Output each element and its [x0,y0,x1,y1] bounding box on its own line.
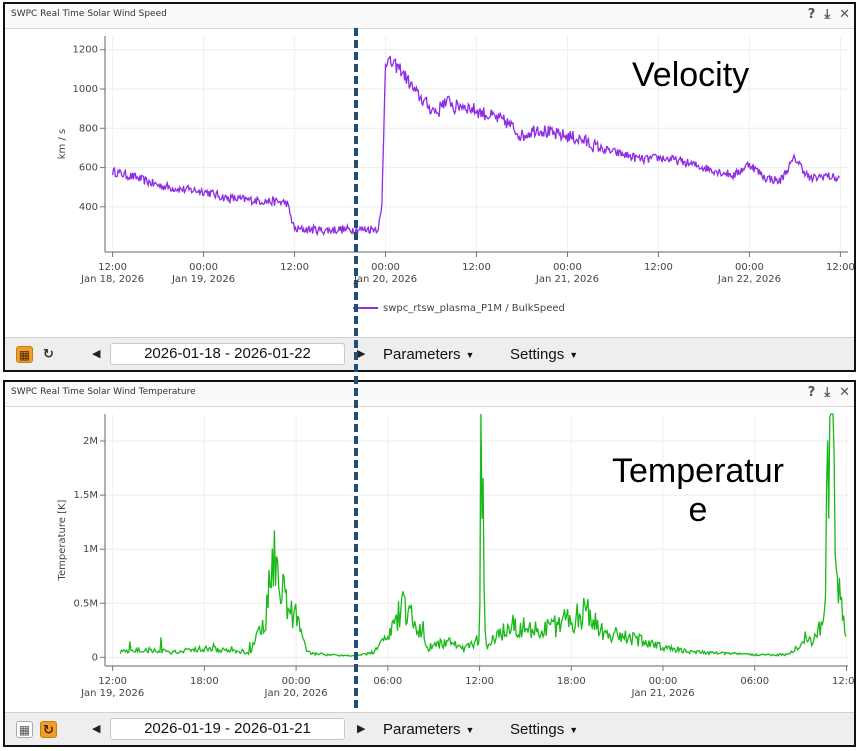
next-range-button[interactable]: ▶ [357,722,366,735]
y-tick-label: 1.5M [73,490,98,501]
x-tick-label: 12:00 [98,676,127,687]
date-range-field[interactable]: 2026-01-19 - 2026-01-21 [110,718,345,740]
refresh-icon[interactable]: ↻ [40,721,57,738]
download-icon[interactable]: ⤓ [824,385,831,400]
y-tick-label: 1200 [73,45,98,56]
speed-panel-title: SWPC Real Time Solar Wind Speed [11,9,167,19]
y-tick-label: 400 [79,202,98,213]
settings-label: Settings [510,346,565,363]
x-tick-date-label: Jan 22, 2026 [717,274,781,285]
data-series-line [119,413,847,658]
temperature-panel-footer: ▦ ↻ ◀ 2026-01-19 - 2026-01-21 ▶ Paramete… [5,712,854,745]
speed-panel-titlebar: SWPC Real Time Solar Wind Speed ? ⤓ ✕ [5,4,854,29]
x-tick-label: 12:00 [832,676,854,687]
x-tick-date-label: Jan 18, 2026 [80,274,144,285]
x-tick-label: 18:00 [190,676,219,687]
settings-label: Settings [510,721,565,738]
x-tick-label: 12:00 [826,262,854,273]
y-tick-label: 600 [79,163,98,174]
parameters-label: Parameters [383,721,461,738]
previous-range-button[interactable]: ◀ [92,347,101,360]
y-axis-title: Temperature [K] [57,499,68,581]
calendar-icon[interactable]: ▦ [16,346,33,363]
data-series-line [111,55,841,237]
x-tick-label: 00:00 [735,262,764,273]
x-tick-label: 00:00 [553,262,582,273]
settings-menu[interactable]: Settings ▼ [510,721,578,738]
temperature-panel-titlebar: SWPC Real Time Solar Wind Temperature ? … [5,382,854,407]
y-tick-label: 2M [83,436,98,447]
temperature-annotation-line1: Temperatur [612,452,784,490]
y-tick-label: 800 [79,123,98,134]
temperature-chart: 0 0.5M 1M 1.5M 2M 12:00 Jan 19, 2026 18:00 00:00… [5,406,854,714]
close-icon[interactable]: ✕ [839,7,850,22]
parameters-menu[interactable]: Parameters ▼ [383,721,474,738]
temperature-panel: SWPC Real Time Solar Wind Temperature ? … [3,380,856,747]
temperature-panel-title: SWPC Real Time Solar Wind Temperature [11,387,196,397]
x-tick-label: 12:00 [465,676,494,687]
x-tick-date-label: Jan 20, 2026 [353,274,417,285]
x-tick-label: 18:00 [557,676,586,687]
y-tick-label: 0.5M [73,598,98,609]
close-icon[interactable]: ✕ [839,385,850,400]
x-tick-label: 12:00 [280,262,309,273]
caret-down-icon: ▼ [569,350,579,361]
x-tick-label: 00:00 [282,676,311,687]
calendar-icon[interactable]: ▦ [16,721,33,738]
y-axis-title: km / s [57,129,68,159]
speed-panel-footer: ▦ ↻ ◀ 2026-01-18 - 2026-01-22 ▶ Paramete… [5,337,854,370]
speed-chart: 400 600 800 1000 1200 12:00 Jan 18, 2026 00:00 J… [5,28,854,338]
download-icon[interactable]: ⤓ [824,7,831,22]
x-tick-label: 00:00 [189,262,218,273]
x-tick-label: 12:00 [98,262,127,273]
y-tick-label: 1000 [73,84,98,95]
caret-down-icon: ▼ [569,725,579,736]
velocity-annotation: Velocity [632,56,750,94]
temperature-annotation: Temperatur e [583,452,813,530]
x-tick-date-label: Jan 19, 2026 [171,274,235,285]
x-tick-label: 06:00 [740,676,769,687]
caret-down-icon: ▼ [465,725,475,736]
previous-range-button[interactable]: ◀ [92,722,101,735]
x-tick-label: 00:00 [371,262,400,273]
parameters-menu[interactable]: Parameters ▼ [383,346,474,363]
event-marker-line [354,28,358,708]
x-tick-label: 00:00 [649,676,678,687]
help-icon[interactable]: ? [807,385,816,400]
legend-label: swpc_rtsw_plasma_P1M / BulkSpeed [383,303,565,314]
x-tick-date-label: Jan 21, 2026 [535,274,599,285]
x-tick-date-label: Jan 20, 2026 [264,688,328,699]
x-tick-date-label: Jan 19, 2026 [80,688,144,699]
parameters-label: Parameters [383,346,461,363]
x-tick-label: 12:00 [644,262,673,273]
x-tick-label: 06:00 [373,676,402,687]
refresh-icon[interactable]: ↻ [43,347,54,362]
settings-menu[interactable]: Settings ▼ [510,346,578,363]
next-range-button[interactable]: ▶ [357,347,366,360]
caret-down-icon: ▼ [465,350,475,361]
y-tick-label: 0 [92,652,98,663]
speed-panel: SWPC Real Time Solar Wind Speed ? ⤓ ✕ 40… [3,2,856,372]
y-tick-label: 1M [83,544,98,555]
x-tick-date-label: Jan 21, 2026 [630,688,694,699]
temperature-annotation-line2: e [688,491,708,529]
date-range-field[interactable]: 2026-01-18 - 2026-01-22 [110,343,345,365]
help-icon[interactable]: ? [807,7,816,22]
x-tick-label: 12:00 [462,262,491,273]
